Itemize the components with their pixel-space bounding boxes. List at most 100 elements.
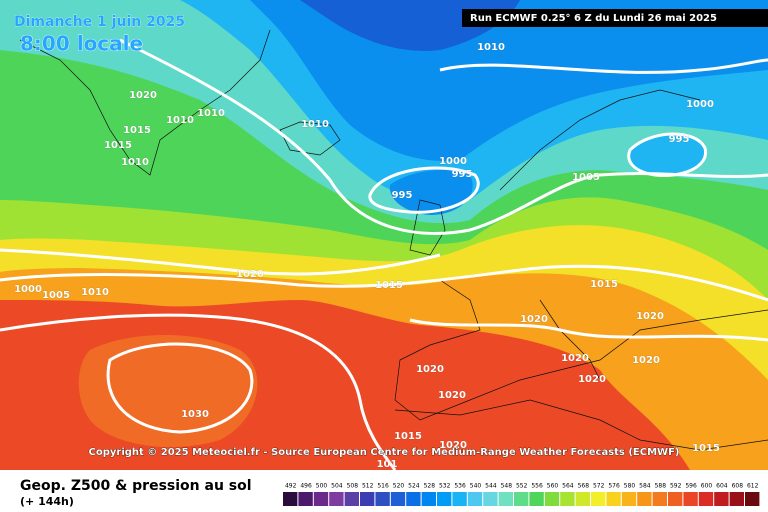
isobars [0,38,768,471]
legend-swatch [483,492,498,506]
legend-swatch [406,492,421,506]
legend-tick-label: 532 [439,483,451,490]
isobar-label: 995 [392,190,413,201]
isobar-label: 995 [452,169,473,180]
legend-tick-label: 580 [624,483,636,490]
legend-tick-label: 492 [285,483,297,490]
isobar-label: 1010 [301,119,329,130]
legend-tick-label: 568 [578,483,590,490]
isobar-label: 1020 [438,390,466,401]
isobar-label: 1000 [14,284,42,295]
legend-tick-label: 500 [316,483,328,490]
isobar-label: 1010 [81,287,109,298]
legend-tick-label: 600 [701,483,713,490]
legend-tick-label: 524 [408,483,420,490]
legend-tick-label: 536 [454,483,466,490]
legend-swatch [344,492,359,506]
legend-swatch [498,492,513,506]
legend-tick-label: 504 [331,483,343,490]
legend-swatch [375,492,390,506]
legend-swatch [313,492,329,506]
legend-swatch [637,492,652,506]
color-legend: 492 496 500 504 508 512 516 520 524 528 532 536 540 5… [283,483,760,506]
legend-swatch [544,492,560,506]
isobar-labels: 1020101510101010101510101010101010009959… [14,42,720,471]
legend-tick-label: 520 [393,483,405,490]
isobar-label: 1015 [590,279,618,290]
isobar-label: 1020 [578,374,606,385]
coastlines [19,29,768,451]
isobar-label: 1000 [439,156,467,167]
legend-swatch [360,492,375,506]
legend-tick-label: 588 [655,483,667,490]
legend-swatch [452,492,467,506]
isobar-label: 1030 [181,409,209,420]
legend-swatch [329,492,344,506]
legend-swatch [298,492,313,506]
legend-swatch [729,492,744,506]
isobar-label: 1015 [375,280,403,291]
legend-swatch [714,492,729,506]
isobar-label: 995 [669,134,690,145]
legend-swatch [591,492,606,506]
isobar-label: 1015 [394,431,422,442]
legend-swatch [437,492,452,506]
legend-swatch [652,492,667,506]
legend-swatch [683,492,698,506]
legend-tick-label: 540 [470,483,482,490]
isobar-label: 1020 [439,440,467,451]
legend-tick-label: 592 [670,483,682,490]
forecast-date: Dimanche 1 juin 2025 [14,14,185,30]
isobar-label: 1020 [632,355,660,366]
legend-tick-label: 584 [639,483,651,490]
legend-swatch [745,492,760,506]
legend-tick-label: 556 [531,483,543,490]
isobar-label: 1015 [104,140,132,151]
legend-tick-label: 596 [685,483,697,490]
legend-swatch [283,492,298,506]
isobar-label: 1015 [692,443,720,454]
legend-tick-label: 612 [747,483,759,490]
legend-tick-label: 608 [732,483,744,490]
legend-tick-label: 560 [547,483,559,490]
run-box [462,9,768,27]
isobar-label: 1000 [686,99,714,110]
isobar-label: 1010 [197,108,225,119]
legend-tick-label: 552 [516,483,528,490]
legend-swatch [575,492,590,506]
isobar-label: 1020 [561,353,589,364]
legend-swatch [467,492,483,506]
lead-time: (+ 144h) [20,495,74,508]
legend-tick-label: 564 [562,483,574,490]
isobar-label: 1010 [121,157,149,168]
legend-swatch [621,492,637,506]
isobar-label: 1015 [123,125,151,136]
legend-tick-label: 544 [485,483,497,490]
isobar-label: 1010 [166,115,194,126]
run-info: Run ECMWF 0.25° 6 Z du Lundi 26 mai 2025 [470,13,717,24]
legend-swatch [698,492,714,506]
legend-tick-label: 512 [362,483,374,490]
copyright: Copyright © 2025 Meteociel.fr - Source E… [89,447,680,458]
isobar-label: 101 [377,459,398,470]
legend-swatch [514,492,529,506]
legend-tick-label: 496 [300,483,312,490]
legend-swatch [529,492,544,506]
product-title: Geop. Z500 & pression au sol [20,478,252,494]
legend-swatch [668,492,683,506]
isobar-label: 1005 [572,172,600,183]
legend-tick-label: 604 [716,483,728,490]
legend-swatch [560,492,575,506]
isobar-label: 1020 [236,269,264,280]
legend-tick-label: 548 [501,483,513,490]
isobar-label: 1010 [477,42,505,53]
isobar-label: 1020 [129,90,157,101]
isobar-label: 1020 [416,364,444,375]
legend-tick-label: 508 [347,483,359,490]
isobar-label: 1020 [520,314,548,325]
legend-tick-label: 572 [593,483,605,490]
geopotential-field [0,0,768,470]
legend-swatch [421,492,436,506]
legend-swatch [606,492,621,506]
